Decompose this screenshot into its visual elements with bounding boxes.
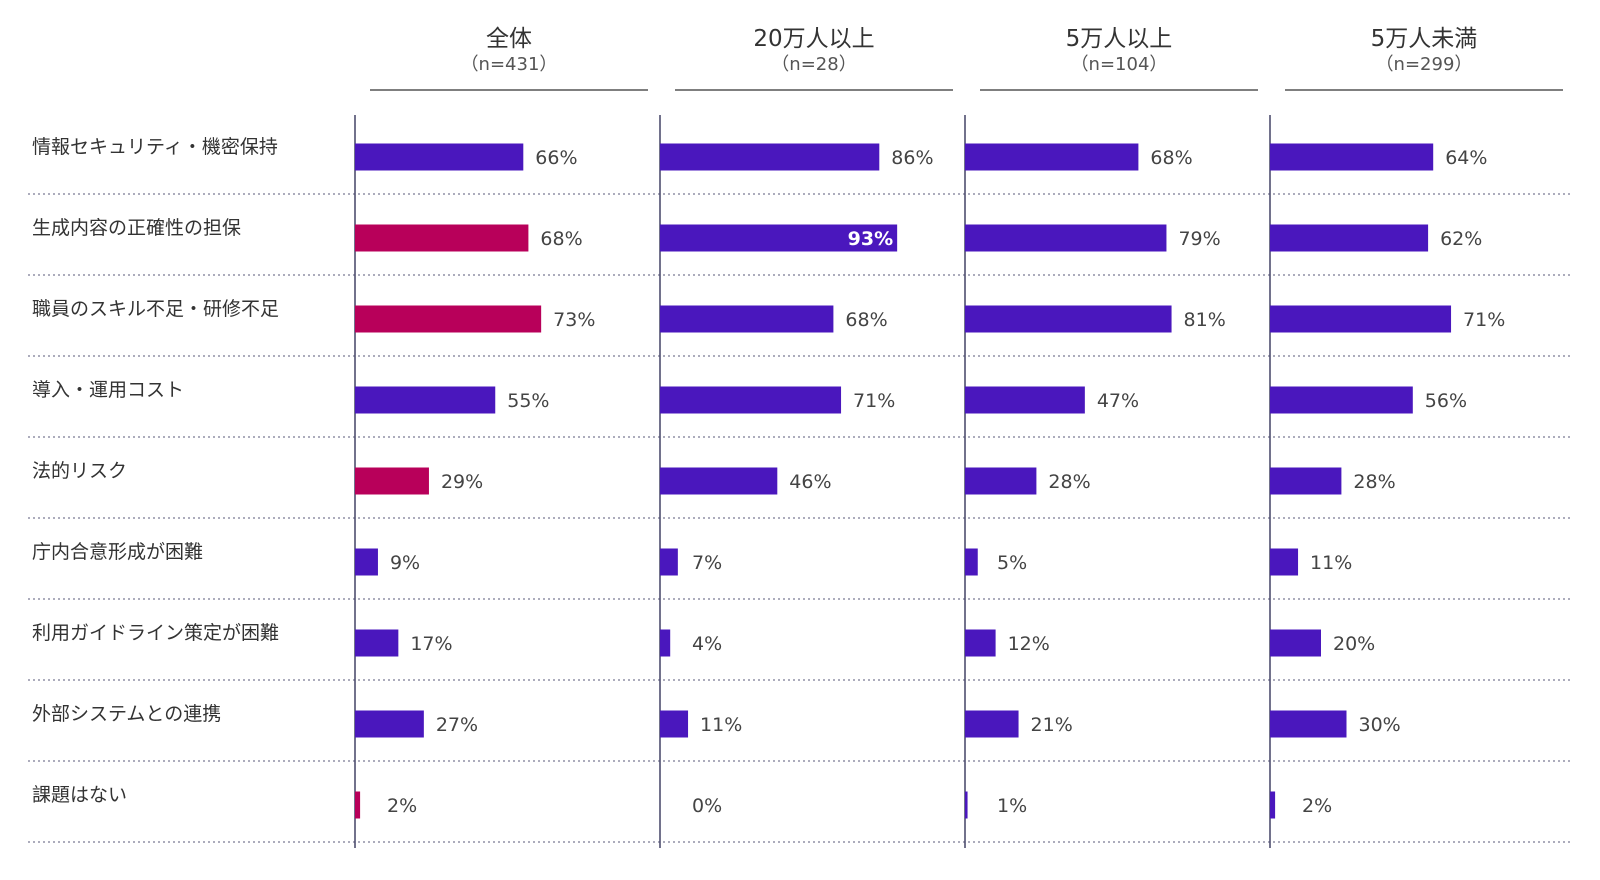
value-label: 28% (1048, 471, 1090, 493)
value-label: 1% (997, 795, 1027, 817)
bar (660, 467, 778, 495)
bar (660, 548, 678, 576)
value-label: 46% (789, 471, 831, 493)
value-label: 56% (1425, 390, 1467, 412)
bar (660, 386, 842, 414)
bar (1270, 629, 1321, 657)
value-label: 4% (692, 633, 722, 655)
value-label: 12% (1008, 633, 1050, 655)
panel-headers: 全体（n=431） 20万人以上（n=28） 5万人以上（n=104） 5万人未満（n… (370, 26, 1563, 91)
category-label: 情報セキュリティ・機密保持 (32, 136, 278, 158)
panel-subtitle: （n=431） (461, 54, 558, 75)
panel-subtitle: （n=104） (1071, 54, 1168, 75)
panel-subtitle: （n=299） (1376, 54, 1473, 75)
value-label: 7% (692, 552, 722, 574)
value-label: 17% (410, 633, 452, 655)
bar (355, 791, 361, 819)
bar (660, 305, 834, 333)
value-label: 81% (1184, 309, 1226, 331)
value-label: 11% (700, 714, 742, 736)
category-label: 利用ガイドライン策定が困難 (32, 622, 279, 644)
bar (965, 386, 1085, 414)
bar (355, 386, 496, 414)
value-label: 2% (387, 795, 417, 817)
panel-title: 全体 (486, 26, 532, 52)
panel-title: 20万人以上 (753, 26, 874, 52)
value-label: 0% (692, 795, 722, 817)
bar (965, 305, 1172, 333)
value-label: 71% (853, 390, 895, 412)
panel-subtitle: （n=28） (771, 54, 856, 75)
bar (965, 791, 968, 819)
bar (355, 467, 429, 495)
bar (965, 629, 996, 657)
value-label: 11% (1310, 552, 1352, 574)
value-label: 86% (891, 147, 933, 169)
bar (1270, 791, 1276, 819)
value-label: 62% (1440, 228, 1482, 250)
bar (1270, 548, 1299, 576)
bar (1270, 224, 1429, 252)
row-separators (28, 193, 1572, 843)
bar (355, 143, 524, 171)
value-label: 73% (553, 309, 595, 331)
bar (965, 710, 1019, 738)
value-label: 68% (540, 228, 582, 250)
category-label: 職員のスキル不足・研修不足 (32, 298, 279, 320)
bar (965, 467, 1037, 495)
bar (660, 143, 880, 171)
bar (965, 548, 978, 576)
value-label: 93% (848, 228, 893, 250)
value-label: 9% (390, 552, 420, 574)
value-label: 79% (1178, 228, 1220, 250)
value-label: 47% (1097, 390, 1139, 412)
bar (355, 305, 542, 333)
bar (660, 710, 689, 738)
bar (355, 548, 378, 576)
category-labels: 情報セキュリティ・機密保持生成内容の正確性の担保職員のスキル不足・研修不足導入・… (32, 136, 279, 806)
bar (660, 224, 898, 252)
value-label: 71% (1463, 309, 1505, 331)
category-label: 課題はない (32, 784, 127, 806)
category-label: 生成内容の正確性の担保 (32, 217, 241, 239)
value-label: 55% (507, 390, 549, 412)
value-label: 66% (535, 147, 577, 169)
value-labels: 66% 68% 73% 55% 29% 9% 17% 27% 2% 86% 93% 68% 71% 46%… (387, 147, 1505, 817)
category-label: 外部システムとの連携 (32, 703, 221, 725)
bar (1270, 386, 1413, 414)
panel-title: 5万人以上 (1066, 26, 1173, 52)
value-label: 68% (845, 309, 887, 331)
bar (660, 629, 671, 657)
bar (965, 224, 1167, 252)
bar (1270, 305, 1452, 333)
category-label: 庁内合意形成が困難 (32, 541, 203, 563)
value-label: 21% (1031, 714, 1073, 736)
value-label: 5% (997, 552, 1027, 574)
bar (355, 710, 424, 738)
bar (1270, 467, 1342, 495)
value-label: 29% (441, 471, 483, 493)
category-label: 導入・運用コスト (32, 379, 184, 401)
bars (355, 143, 1452, 819)
value-label: 28% (1353, 471, 1395, 493)
bar (355, 224, 529, 252)
category-label: 法的リスク (32, 460, 127, 482)
value-label: 64% (1445, 147, 1487, 169)
value-label: 30% (1359, 714, 1401, 736)
value-label: 2% (1302, 795, 1332, 817)
value-label: 68% (1150, 147, 1192, 169)
bar (355, 629, 399, 657)
bar (1270, 143, 1434, 171)
value-label: 27% (436, 714, 478, 736)
bar (965, 143, 1139, 171)
value-label: 20% (1333, 633, 1375, 655)
panel-title: 5万人未満 (1371, 26, 1478, 52)
bar (1270, 710, 1347, 738)
